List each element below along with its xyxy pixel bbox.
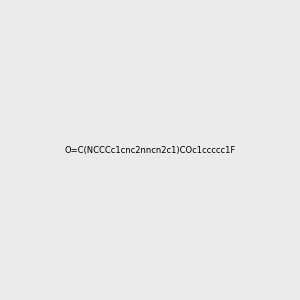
Text: O=C(NCCCc1cnc2nncn2c1)COc1ccccc1F: O=C(NCCCc1cnc2nncn2c1)COc1ccccc1F xyxy=(64,146,236,154)
